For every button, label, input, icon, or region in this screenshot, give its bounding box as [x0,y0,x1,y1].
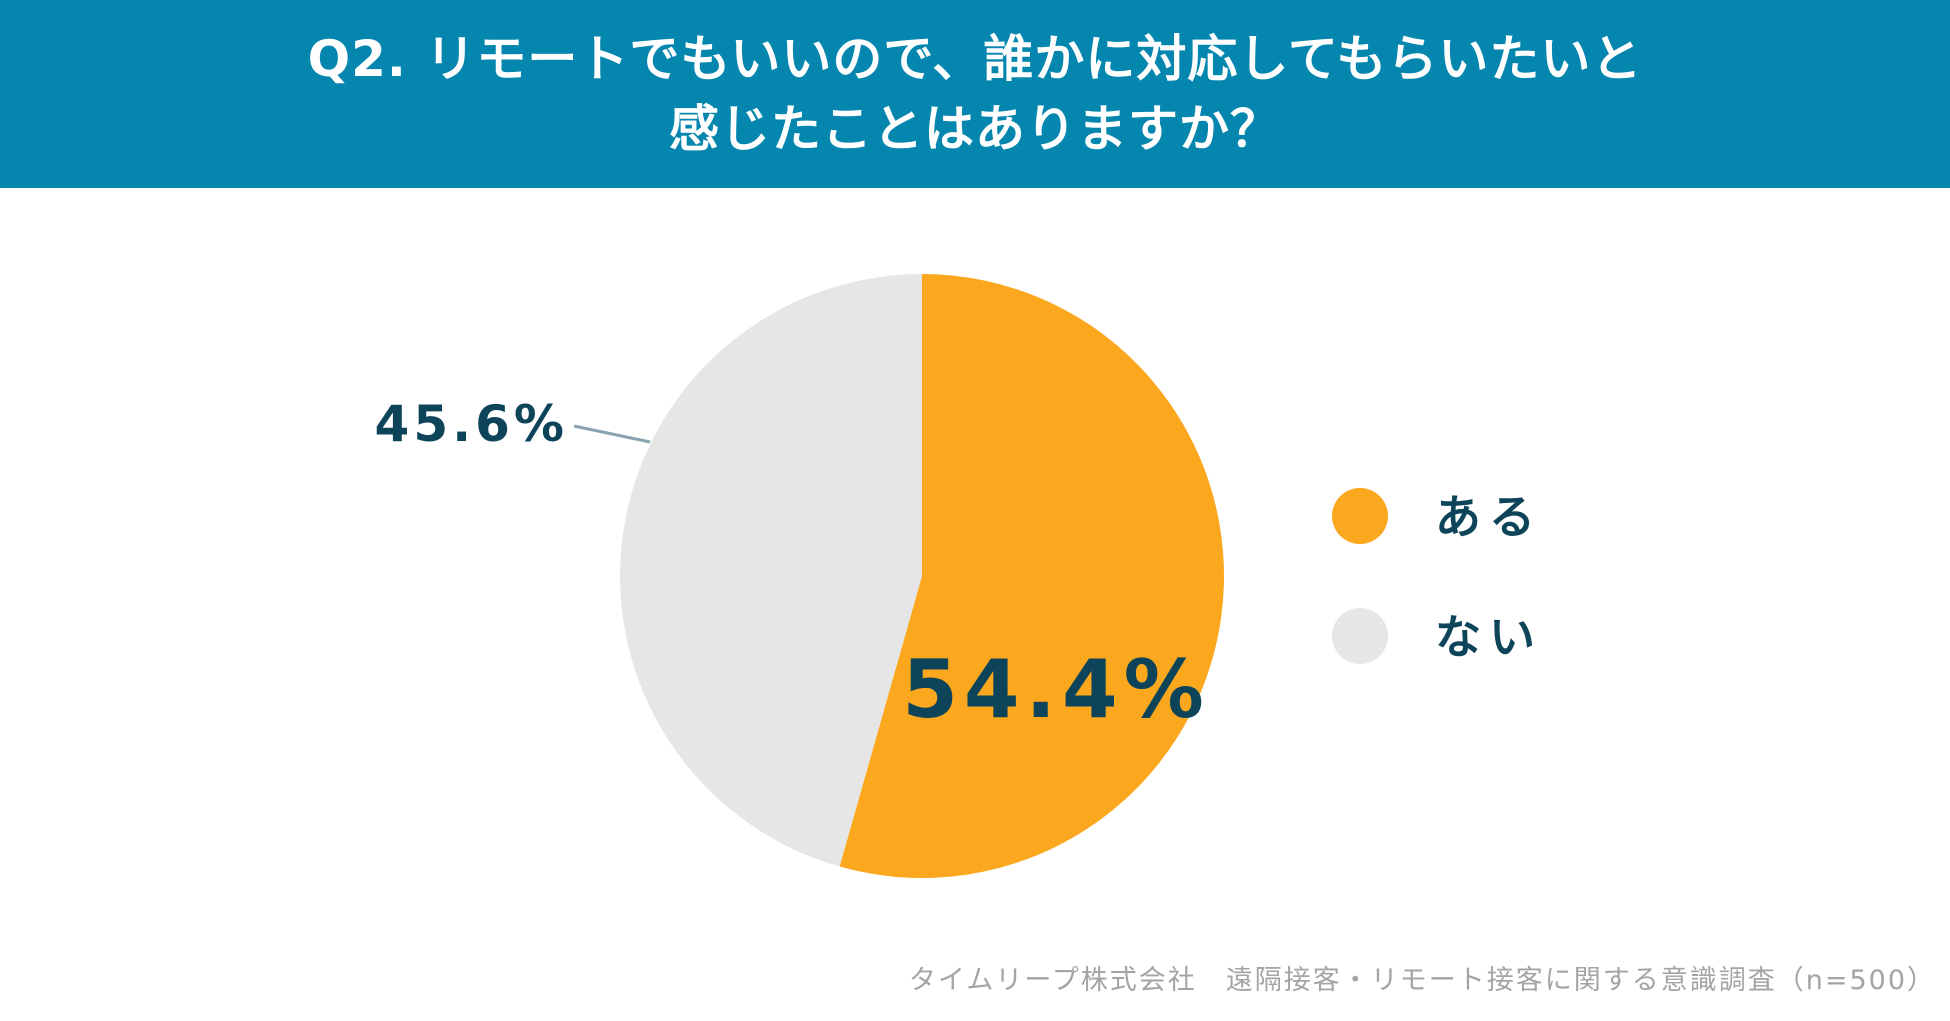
chart-title: Q2. リモートでもいいので、誰かに対応してもらいたいと 感じたことはありますか… [0,0,1950,188]
legend-marker-nai [1332,608,1388,664]
pie-slice-aru [839,274,1224,878]
chart-title-line-2: 感じたことはありますか？ [669,100,1281,158]
pie-slice-nai [619,274,922,867]
data-label-aru: 54.4% [902,643,1210,736]
legend-label-aru: ある [1435,490,1543,544]
source-note: タイムリープ株式会社 遠隔接客・リモート接客に関する意識調査（n=500） [908,965,1936,996]
chart-title-line-1: Q2. リモートでもいいので、誰かに対応してもらいたいと [307,30,1643,88]
data-label-nai: 45.6% [375,395,568,453]
legend-label-nai: ない [1435,610,1543,664]
leader-line-nai [573,424,651,444]
legend-marker-aru [1332,488,1388,544]
